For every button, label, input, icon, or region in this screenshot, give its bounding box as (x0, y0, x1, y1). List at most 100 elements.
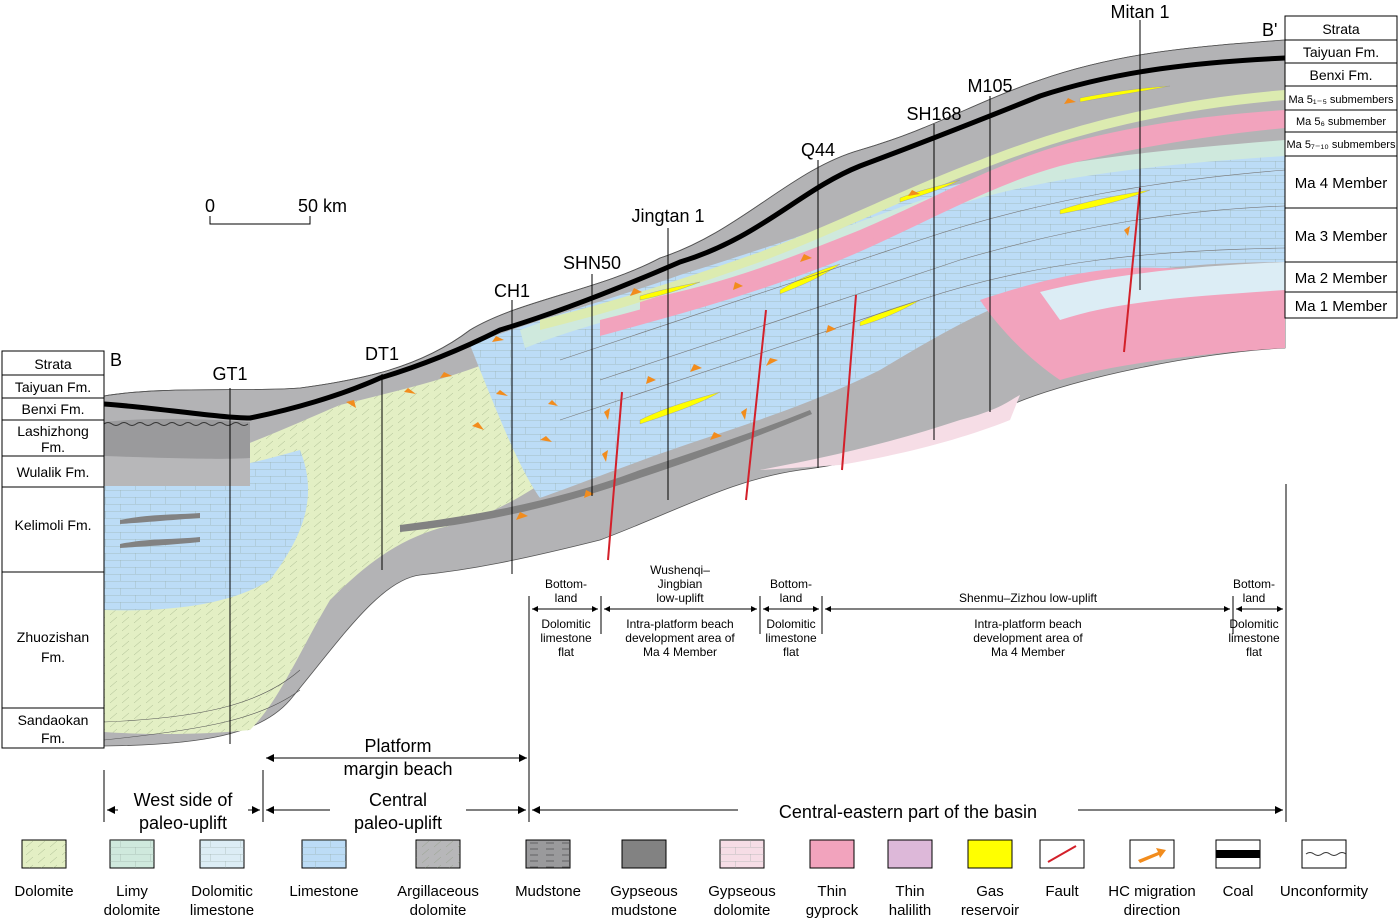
facies-bottom-land-2: Bottom- (770, 577, 812, 591)
left-unit-lashizhong-line2: Fm. (41, 439, 65, 455)
legend-label-dolomitic-limestone-line2: limestone (190, 902, 254, 919)
left-unit-taiyuan: Taiyuan Fm. (15, 379, 91, 395)
right-unit-ma4: Ma 4 Member (1295, 175, 1388, 192)
thin-halilith-swatch (887, 839, 933, 869)
ma5-upper-band (540, 90, 1285, 330)
legend-label-dolomitic-limestone: Dolomitic (191, 883, 253, 900)
right-unit-ma5-1-5: Ma 5₁₋₅ submembers (1288, 94, 1394, 106)
legend-label-thin-halilith: Thin (895, 883, 924, 900)
legend-item-dolomitic-limestone: Dolomitic limestone (190, 839, 254, 919)
fault-line (1123, 187, 1141, 353)
region-west-paleo-uplift: West side of (134, 790, 234, 810)
right-unit-ma5-6: Ma 5₆ submember (1296, 116, 1386, 128)
well-label-gt1: GT1 (212, 364, 247, 384)
right-unit-ma5-7-10: Ma 5₇₋₁₀ submembers (1287, 139, 1396, 151)
well-label-sh168: SH168 (906, 104, 961, 124)
left-strata-column: Strata B Taiyuan Fm. Benxi Fm. Lashizhon… (1, 350, 122, 749)
facies-intra-platform-2: Intra-platform beach (974, 617, 1081, 631)
gas-reservoir-lens (639, 281, 701, 301)
gas-reservoir-lens (1059, 189, 1151, 215)
well-lines (229, 20, 1141, 744)
facies-bottom-land-1-line2: land (555, 591, 578, 605)
legend-label-gas-reservoir-line2: reservoir (961, 902, 1019, 919)
right-unit-benxi: Benxi Fm. (1309, 67, 1372, 83)
facies-wushenqi-uplift: Wushenqi– (650, 563, 710, 577)
legend-label-thin-halilith-line2: halilith (889, 902, 932, 919)
legend-item-hc-migration: HC migration direction (1108, 839, 1196, 919)
facies-intra-platform-1-line2: development area of (625, 631, 735, 645)
facies-bottom-land-1-desc: Dolomitic (541, 617, 590, 631)
right-unit-ma3: Ma 3 Member (1295, 228, 1388, 245)
section-end-b: B (110, 350, 122, 370)
legend-label-limy-dolomite: Limy (116, 883, 148, 900)
legend-item-unconformity: Unconformity (1280, 839, 1369, 900)
legend-item-fault: Fault (1039, 839, 1085, 900)
legend-item-thin-gyprock: Thin gyprock (806, 839, 859, 919)
region-west-paleo-uplift-line2: paleo-uplift (139, 813, 227, 833)
scale-bar-end: 50 km (298, 196, 347, 216)
facies-platform-margin-beach-line2: margin beach (343, 759, 452, 779)
region-central-paleo-uplift: Central (369, 790, 427, 810)
facies-intra-platform-1: Intra-platform beach (626, 617, 733, 631)
fault-line (607, 391, 623, 561)
well-label-dt1: DT1 (365, 344, 399, 364)
gypseous-mudstone-swatch (621, 839, 667, 869)
legend-label-argillaceous-dolomite-line2: dolomite (410, 902, 467, 919)
left-unit-lashizhong: Lashizhong (17, 423, 89, 439)
left-unit-zhuozishan-line2: Fm. (41, 649, 65, 665)
facies-intra-platform-1-line3: Ma 4 Member (643, 645, 717, 659)
legend-item-dolomite: Dolomite (14, 839, 74, 900)
legend: Dolomite Limy dolomite Dolomitic limesto… (14, 839, 1369, 919)
hc-migration-arrows (346, 98, 1130, 520)
legend-item-coal: Coal (1215, 839, 1261, 900)
legend-label-thin-gyprock-line2: gyprock (806, 902, 859, 919)
left-unit-benxi: Benxi Fm. (21, 401, 84, 417)
facies-wushenqi-uplift-line3: low-uplift (656, 591, 704, 605)
facies-platform-margin-beach: Platform (364, 736, 431, 756)
region-central-paleo-uplift-line2: paleo-uplift (354, 813, 442, 833)
legend-label-dolomite: Dolomite (14, 883, 73, 900)
legend-item-gas-reservoir: Gas reservoir (961, 839, 1019, 919)
dolomitic-limestone-band (1040, 262, 1285, 320)
facies-bottom-land-1-desc-line2: limestone (540, 631, 592, 645)
unconformity-symbol (1305, 852, 1347, 856)
legend-label-hc-migration-line2: direction (1124, 902, 1181, 919)
right-unit-taiyuan: Taiyuan Fm. (1303, 44, 1379, 60)
left-unit-wulalik: Wulalik Fm. (17, 464, 90, 480)
well-label-m105: M105 (967, 76, 1012, 96)
facies-bottom-land-3-line2: land (1243, 591, 1266, 605)
gypseous-dolomite-base (760, 395, 1020, 470)
facies-bottom-land-2-desc: Dolomitic (766, 617, 815, 631)
well-label-shn50: SHN50 (563, 253, 621, 273)
left-unit-zhuozishan: Zhuozishan (17, 629, 89, 645)
legend-label-hc-migration: HC migration (1108, 883, 1196, 900)
legend-item-thin-halilith: Thin halilith (887, 839, 933, 919)
limy-dolomite-band (520, 140, 1285, 348)
facies-bottom-land-2-line2: land (780, 591, 803, 605)
gas-reservoir-swatch (967, 839, 1013, 869)
well-label-ch1: CH1 (494, 281, 530, 301)
facies-bottom-land-3-desc-line3: flat (1246, 645, 1263, 659)
legend-label-unconformity: Unconformity (1280, 883, 1369, 900)
facies-bottom-land-2-desc-line3: flat (783, 645, 800, 659)
gas-reservoir-lens (1079, 85, 1171, 103)
facies-bottom-land-3-desc-line2: limestone (1228, 631, 1280, 645)
region-brackets: West side of paleo-uplift Central paleo-… (103, 770, 1283, 833)
right-strata-column: Strata B' Taiyuan Fm. Benxi Fm. Ma 5₁₋₅ … (1262, 15, 1398, 319)
legend-label-limestone: Limestone (289, 883, 358, 900)
region-central-eastern-basin: Central-eastern part of the basin (779, 802, 1037, 822)
well-label-mitan1: Mitan 1 (1110, 2, 1169, 22)
left-unit-sandaokan-line2: Fm. (41, 730, 65, 746)
facies-intra-platform-2-line3: Ma 4 Member (991, 645, 1065, 659)
right-unit-ma2: Ma 2 Member (1295, 270, 1388, 287)
legend-item-argillaceous-dolomite: Argillaceous dolomite (397, 839, 479, 919)
facies-bottom-land-1-desc-line3: flat (558, 645, 575, 659)
legend-label-gypseous-dolomite-line2: dolomite (714, 902, 771, 919)
facies-bottom-land-3-desc: Dolomitic (1229, 617, 1278, 631)
legend-label-gypseous-mudstone-line2: mudstone (611, 902, 677, 919)
fault-line (841, 294, 857, 471)
section-end-b-prime: B' (1262, 20, 1277, 40)
facies-shenmu-uplift: Shenmu–Zizhou low-uplift (959, 591, 1098, 605)
legend-item-limestone: Limestone (289, 839, 359, 900)
thin-gyprock-swatch (809, 839, 855, 869)
